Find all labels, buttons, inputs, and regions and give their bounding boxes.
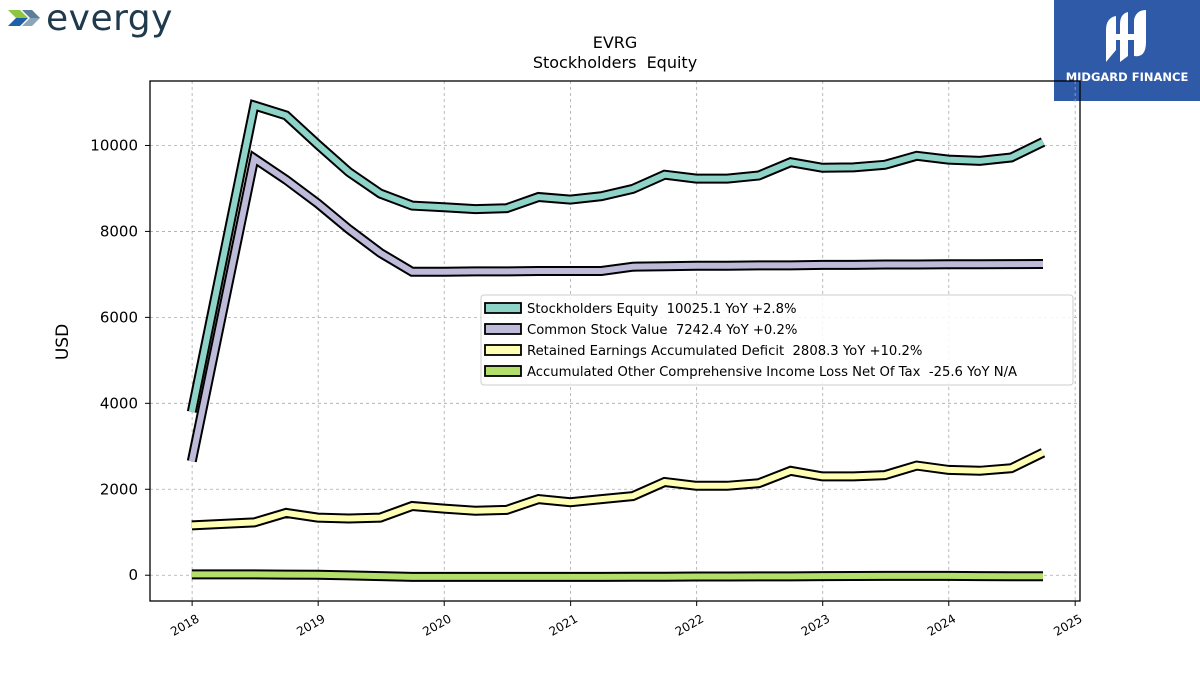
- series-common-stock-value: [186, 150, 1044, 463]
- x-tick-label-2021: 2021: [547, 611, 580, 638]
- x-tick-label-2020: 2020: [420, 611, 453, 638]
- series-line-0: [188, 101, 1045, 413]
- series-stockholders-equity: [186, 99, 1046, 413]
- midgard-monogram-icon: [1106, 10, 1146, 62]
- x-tick-label-2022: 2022: [673, 611, 706, 638]
- series-accumulated-other-comprehensive-income-loss-net-of-tax: [191, 569, 1044, 582]
- legend-swatch-0: [484, 302, 522, 314]
- midgard-finance-label: MIDGARD FINANCE: [1065, 70, 1189, 84]
- legend-box: [480, 294, 1074, 386]
- legend-swatch-3: [484, 365, 522, 377]
- x-tick-label-2024: 2024: [925, 611, 958, 638]
- gridlines: [150, 81, 1080, 601]
- legend: Stockholders Equity 10025.1 YoY +2.8% Com…: [480, 294, 1074, 386]
- y-tick-label-6000: 6000: [100, 308, 138, 326]
- x-tick-label-2019: 2019: [294, 611, 327, 638]
- x-tick-label-2025: 2025: [1051, 611, 1084, 638]
- chart-subtitle: Stockholders Equity: [533, 53, 697, 72]
- evergy-chevron-icon: [8, 10, 40, 26]
- chart-title: EVRG: [593, 33, 638, 52]
- series-line-1: [188, 153, 1044, 462]
- evergy-logo: evergy: [6, 0, 186, 42]
- y-tick-label-2000: 2000: [100, 480, 138, 498]
- x-axis-ticks: 2018 2019 2020 2021 2022 2023 2024 2025: [168, 601, 1085, 639]
- y-axis-ticks: 0 2000 4000 6000 8000 10000: [90, 136, 150, 584]
- legend-entry-1: Common Stock Value 7242.4 YoY +0.2%: [527, 323, 797, 338]
- legend-entry-0: Stockholders Equity 10025.1 YoY +2.8%: [527, 302, 797, 317]
- y-tick-label-8000: 8000: [100, 222, 138, 240]
- midgard-finance-badge: MIDGARD FINANCE: [1054, 0, 1200, 101]
- legend-swatch-2: [484, 344, 522, 356]
- y-tick-label-0: 0: [128, 566, 138, 584]
- legend-entry-3: Accumulated Other Comprehensive Income L…: [527, 365, 1017, 380]
- series-layer: [186, 99, 1046, 582]
- x-tick-label-2023: 2023: [799, 611, 832, 638]
- series-line-3: [191, 571, 1044, 580]
- legend-entry-2: Retained Earnings Accumulated Deficit 28…: [527, 344, 922, 359]
- evergy-wordmark: evergy: [46, 0, 173, 39]
- y-tick-label-4000: 4000: [100, 394, 138, 412]
- y-axis-label: USD: [53, 324, 73, 360]
- plot-frame: [149, 80, 1081, 602]
- legend-swatch-1: [484, 323, 522, 335]
- y-tick-label-10000: 10000: [90, 136, 138, 154]
- x-tick-label-2018: 2018: [168, 611, 201, 638]
- series-retained-earnings-accumulated-deficit: [191, 448, 1046, 531]
- series-line-2: [191, 450, 1045, 529]
